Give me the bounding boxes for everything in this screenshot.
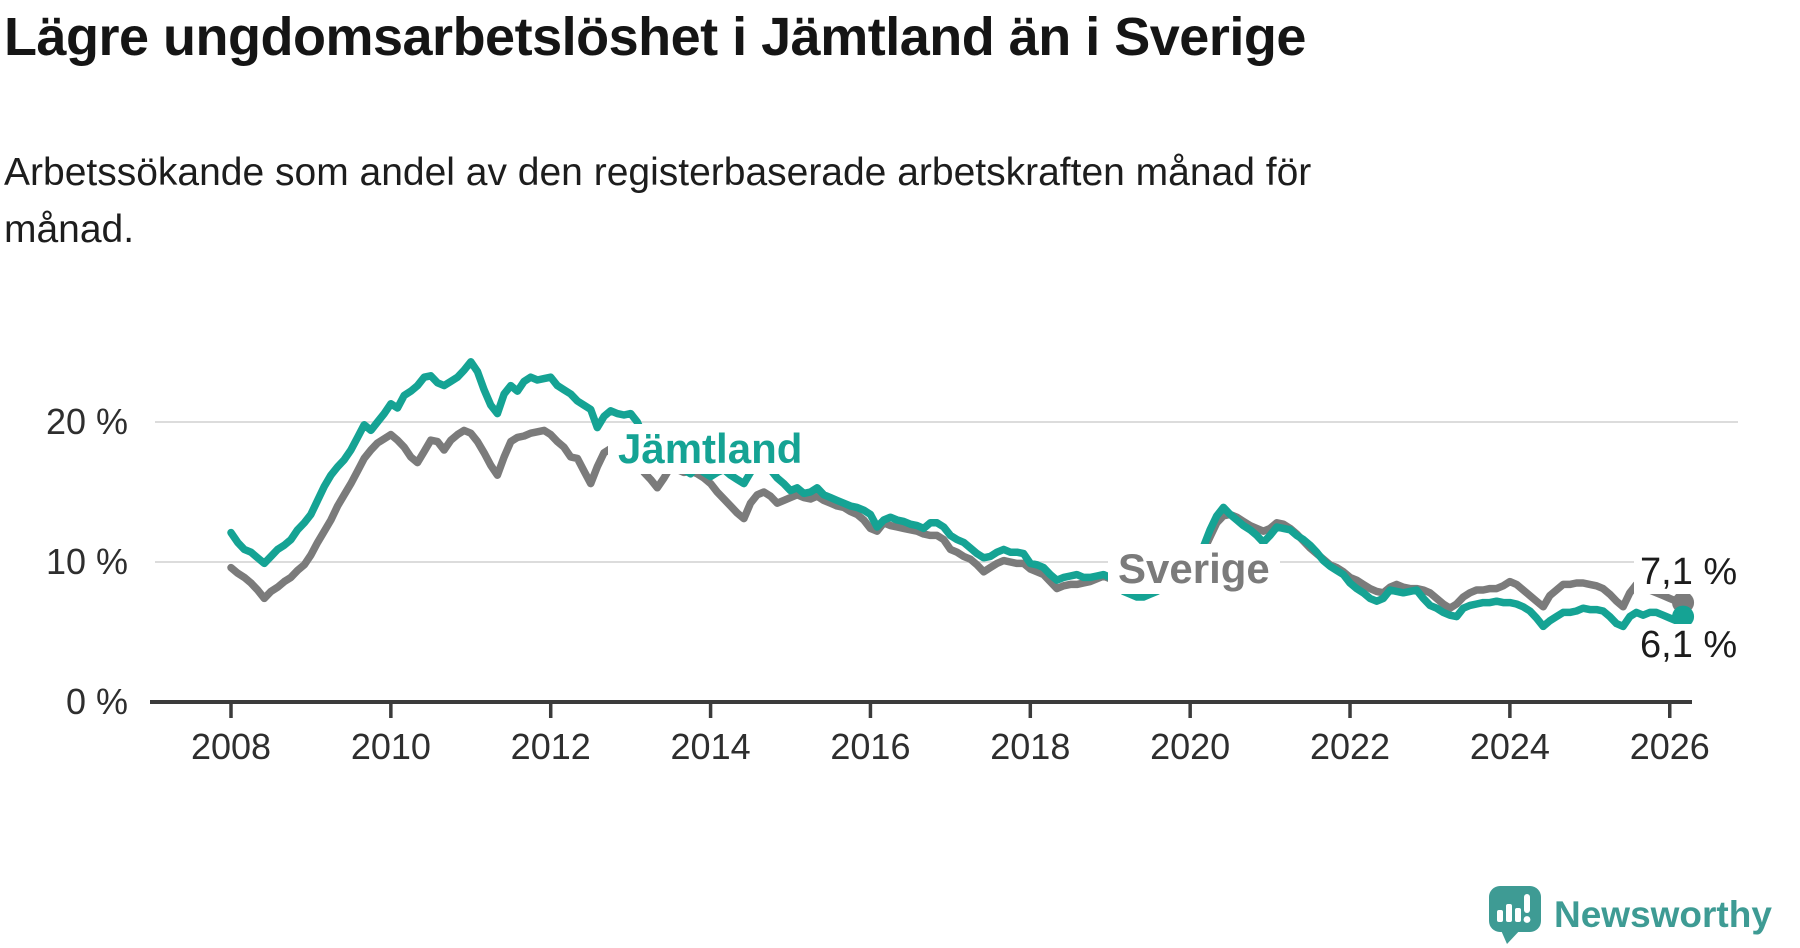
chart-title: Lägre ungdomsarbetslöshet i Jämtland än … (4, 7, 1306, 67)
x-axis-label-2016: 2016 (830, 726, 911, 767)
x-axis-label-2010: 2010 (350, 726, 431, 767)
x-axis-label-2012: 2012 (510, 726, 591, 767)
x-axis-label-2022: 2022 (1309, 726, 1391, 767)
series-line-sverige (227, 426, 1687, 612)
x-axis-label-2018: 2018 (990, 726, 1071, 767)
newsworthy-logo-icon (1489, 886, 1541, 944)
brand-name: Newsworthy (1554, 894, 1772, 935)
series-label-jamtland: Jämtland (608, 424, 813, 475)
y-axis-label-0: 0 % (65, 681, 128, 722)
x-axis-label-2026: 2026 (1629, 726, 1710, 767)
x-axis-label-2008: 2008 (190, 726, 272, 767)
x-axis-label-2014: 2014 (670, 726, 751, 767)
y-axis-label-10: 10 % (45, 541, 128, 582)
series-label-sverige: Sverige (1108, 544, 1280, 595)
series-line-jamtland (227, 358, 1687, 631)
end-value-label-jamtland: 6,1 % (1634, 624, 1744, 667)
y-axis-label-20: 20 % (45, 401, 128, 442)
x-axis-label-2020: 2020 (1150, 726, 1231, 767)
end-value-label-sverige: 7,1 % (1634, 551, 1744, 594)
series-end-dot-jamtland (1672, 605, 1695, 628)
chart-subtitle: Arbetssökande som andel av den registerb… (4, 151, 1312, 252)
x-axis-label-2024: 2024 (1469, 726, 1550, 767)
newsworthy-brand: Newsworthy (1488, 884, 1772, 946)
